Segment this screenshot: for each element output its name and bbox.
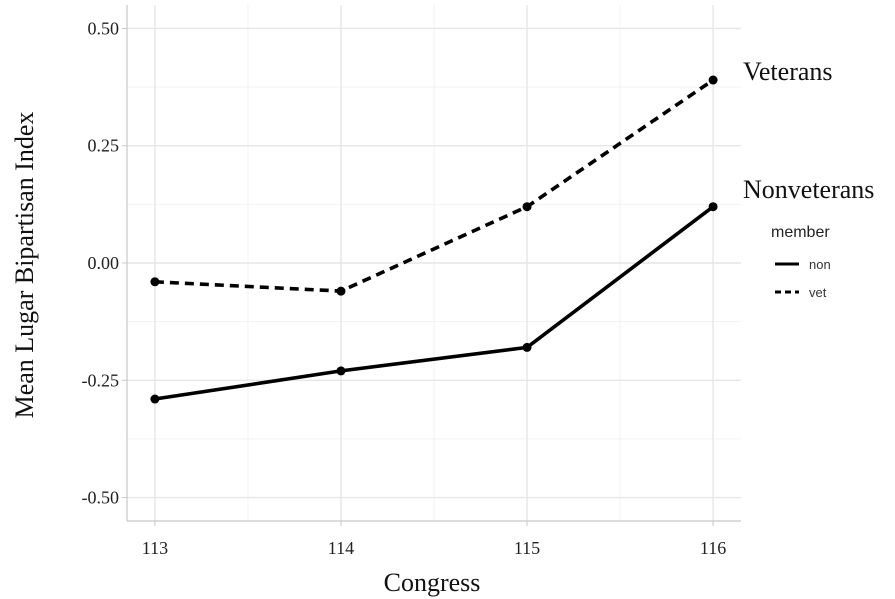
y-tick-label: 0.50 [88,18,120,38]
legend: member non vet [771,224,831,300]
series-line-non [154,205,715,401]
x-tick-label: 113 [142,538,168,558]
data-point-non [522,342,532,352]
series-line-vet [154,78,715,293]
data-point-vet [336,286,346,296]
legend-label-non: non [809,257,831,272]
data-point-vet [150,277,160,287]
data-point-vet [522,202,532,212]
annotation-veterans: Veterans [743,57,833,86]
data-point-non [708,202,718,212]
series-layer [150,75,718,404]
data-point-vet [708,75,718,85]
y-tick-labels: 0.50 0.25 0.00 -0.25 -0.50 [82,18,127,508]
x-tick-label: 115 [514,538,540,558]
x-axis-label: Congress [384,568,481,597]
y-tick-label: 0.25 [88,136,120,156]
y-tick-label: 0.00 [88,253,120,273]
data-point-non [150,394,160,404]
y-axis-label: Mean Lugar Bipartisan Index [10,112,39,419]
legend-label-vet: vet [809,285,827,300]
y-tick-label: -0.25 [82,370,120,390]
data-point-non [336,366,346,376]
grid [127,5,741,521]
annotation-nonveterans: Nonveterans [743,175,874,204]
y-tick-label: -0.50 [82,488,120,508]
x-tick-labels: 113 114 115 116 [142,521,726,558]
x-tick-label: 116 [700,538,726,558]
legend-title: member [771,224,830,241]
x-tick-label: 114 [328,538,354,558]
